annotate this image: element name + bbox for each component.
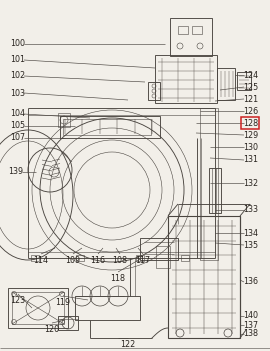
- Text: 102: 102: [10, 72, 25, 80]
- Text: 109: 109: [65, 256, 80, 265]
- Text: 104: 104: [10, 110, 25, 119]
- Text: 140: 140: [243, 311, 258, 320]
- Text: 114: 114: [33, 256, 49, 265]
- Text: 136: 136: [243, 278, 258, 286]
- Text: 132: 132: [243, 179, 258, 187]
- Text: 119: 119: [55, 298, 70, 307]
- Text: 118: 118: [110, 274, 126, 283]
- Text: 122: 122: [120, 340, 136, 349]
- Text: 129: 129: [243, 131, 258, 139]
- Text: 130: 130: [243, 143, 258, 152]
- Text: 121: 121: [243, 94, 258, 104]
- Text: 101: 101: [10, 55, 25, 65]
- Text: 126: 126: [243, 106, 258, 115]
- Text: 131: 131: [243, 155, 258, 165]
- Text: 137: 137: [243, 320, 258, 330]
- Text: 125: 125: [243, 82, 258, 92]
- Text: 124: 124: [243, 71, 258, 79]
- Text: 100: 100: [10, 40, 25, 48]
- Text: 107: 107: [10, 133, 25, 143]
- Text: 117: 117: [136, 256, 151, 265]
- Text: 120: 120: [45, 325, 60, 334]
- Text: 128: 128: [243, 119, 258, 127]
- Text: 123: 123: [11, 296, 26, 305]
- Text: 135: 135: [243, 240, 258, 250]
- Text: 105: 105: [10, 121, 25, 131]
- Text: 133: 133: [243, 205, 258, 214]
- Text: 138: 138: [243, 330, 258, 338]
- Text: 134: 134: [243, 229, 258, 238]
- Text: 103: 103: [10, 88, 25, 98]
- Text: 116: 116: [90, 256, 106, 265]
- Text: 108: 108: [113, 256, 127, 265]
- Text: 139: 139: [8, 167, 23, 177]
